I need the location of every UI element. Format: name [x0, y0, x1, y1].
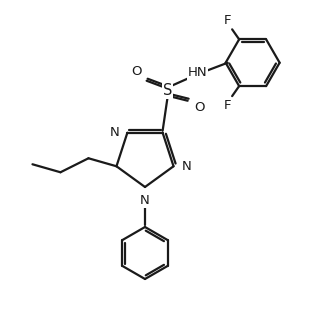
Text: N: N — [181, 160, 191, 173]
Text: HN: HN — [188, 66, 207, 79]
Text: F: F — [223, 14, 231, 27]
Text: S: S — [163, 83, 172, 98]
Text: F: F — [223, 99, 231, 112]
Text: N: N — [110, 126, 119, 139]
Text: N: N — [140, 194, 150, 207]
Text: O: O — [194, 101, 205, 114]
Text: O: O — [132, 65, 142, 78]
